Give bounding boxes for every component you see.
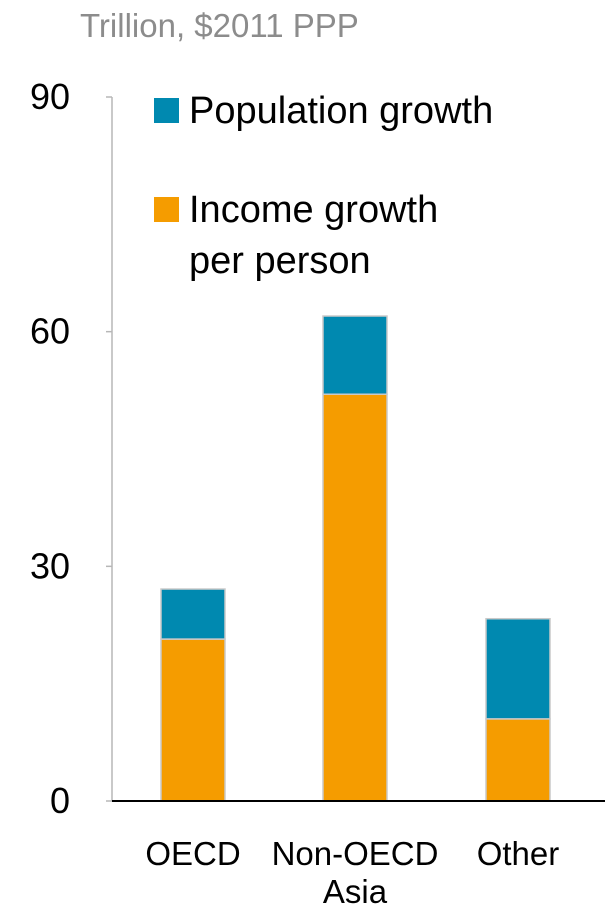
x-category-label: Asia [323, 873, 388, 909]
legend-label: Population growth [189, 90, 493, 132]
x-category-label: Non-OECD [272, 835, 439, 872]
legend-label: Income growth [189, 189, 438, 231]
x-category-label: Other [477, 835, 560, 872]
y-tick-label: 30 [30, 545, 70, 586]
bar-segment [160, 588, 226, 640]
bars [160, 315, 551, 802]
y-tick-label: 0 [50, 780, 70, 821]
y-tick-layer: 0 30 60 90 [30, 76, 112, 821]
legend-swatch [154, 197, 179, 222]
legend: Population growth Income growth per person [154, 90, 493, 282]
x-category-label: OECD [145, 835, 240, 872]
bar-segment [160, 638, 226, 802]
bar-segment [322, 315, 388, 395]
bar-segment [322, 393, 388, 802]
bar-segment [485, 617, 551, 720]
legend-label: per person [189, 240, 371, 282]
legend-swatch [154, 98, 179, 123]
y-tick-label: 60 [30, 311, 70, 352]
bar-segment [485, 718, 551, 802]
unit-label: Trillion, $2011 PPP [80, 7, 359, 44]
y-tick-label: 90 [30, 76, 70, 117]
